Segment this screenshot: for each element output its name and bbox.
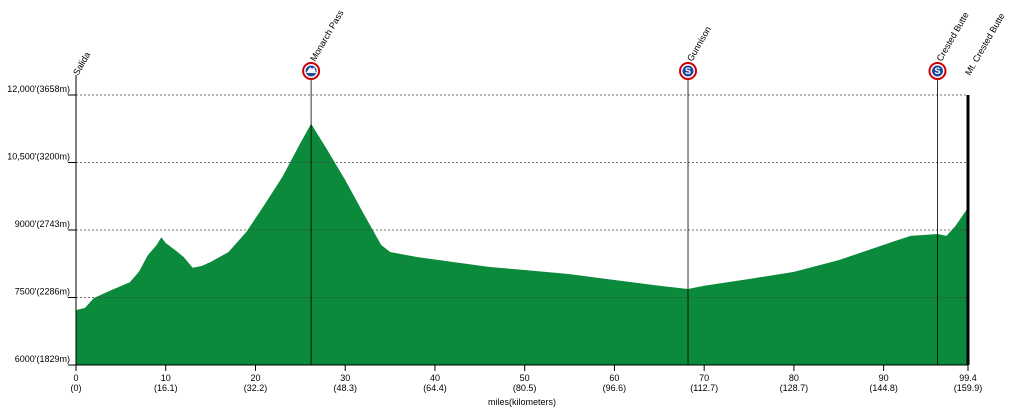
x-tick-km-label: (96.6) <box>603 383 627 393</box>
elevation-area <box>76 123 968 365</box>
x-tick-label: 90 <box>879 373 889 383</box>
x-tick-label: 50 <box>520 373 530 383</box>
x-tick-label: 10 <box>161 373 171 383</box>
x-tick-label: 60 <box>609 373 619 383</box>
y-tick-label: 9000'(2743m) <box>15 219 70 229</box>
x-tick-km-label: (80.5) <box>513 383 537 393</box>
marker-icon-inner <box>931 65 943 77</box>
x-tick-km-label: (128.7) <box>780 383 809 393</box>
x-tick-km-label: (0) <box>71 383 82 393</box>
sprint-icon: S <box>934 66 940 76</box>
x-tick-km-label: (159.9) <box>954 383 983 393</box>
x-tick-label: 70 <box>699 373 709 383</box>
x-tick-label: 99.4 <box>959 373 977 383</box>
x-tick-km-label: (32.2) <box>244 383 268 393</box>
y-tick-label: 7500'(2286m) <box>15 287 70 297</box>
x-tick-label: 80 <box>789 373 799 383</box>
y-tick-label: 6000'(1829m) <box>15 354 70 364</box>
sprint-icon: S <box>685 66 691 76</box>
x-axis-label: miles(kilometers) <box>488 397 556 407</box>
x-tick-km-label: (112.7) <box>690 383 718 393</box>
x-tick-label: 30 <box>340 373 350 383</box>
y-tick-label: 12,000'(3658m) <box>7 84 70 94</box>
marker-label: Monarch Pass <box>308 8 346 63</box>
x-tick-km-label: (48.3) <box>333 383 357 393</box>
x-tick-km-label: (64.4) <box>423 383 447 393</box>
mountain-icon <box>306 67 317 73</box>
marker-label: Gunnison <box>685 25 713 63</box>
marker-icon-inner <box>682 65 694 77</box>
x-tick-label: 0 <box>73 373 78 383</box>
x-tick-label: 20 <box>250 373 260 383</box>
x-tick-km-label: (16.1) <box>154 383 178 393</box>
x-tick-label: 40 <box>430 373 440 383</box>
marker-label: Mt. Crested Butte <box>963 11 1007 77</box>
marker-label: Crested Butte <box>935 10 971 63</box>
y-tick-label: 10,500'(3200m) <box>7 152 70 162</box>
x-tick-km-label: (144.8) <box>869 383 898 393</box>
marker-label: Salida <box>71 50 92 77</box>
